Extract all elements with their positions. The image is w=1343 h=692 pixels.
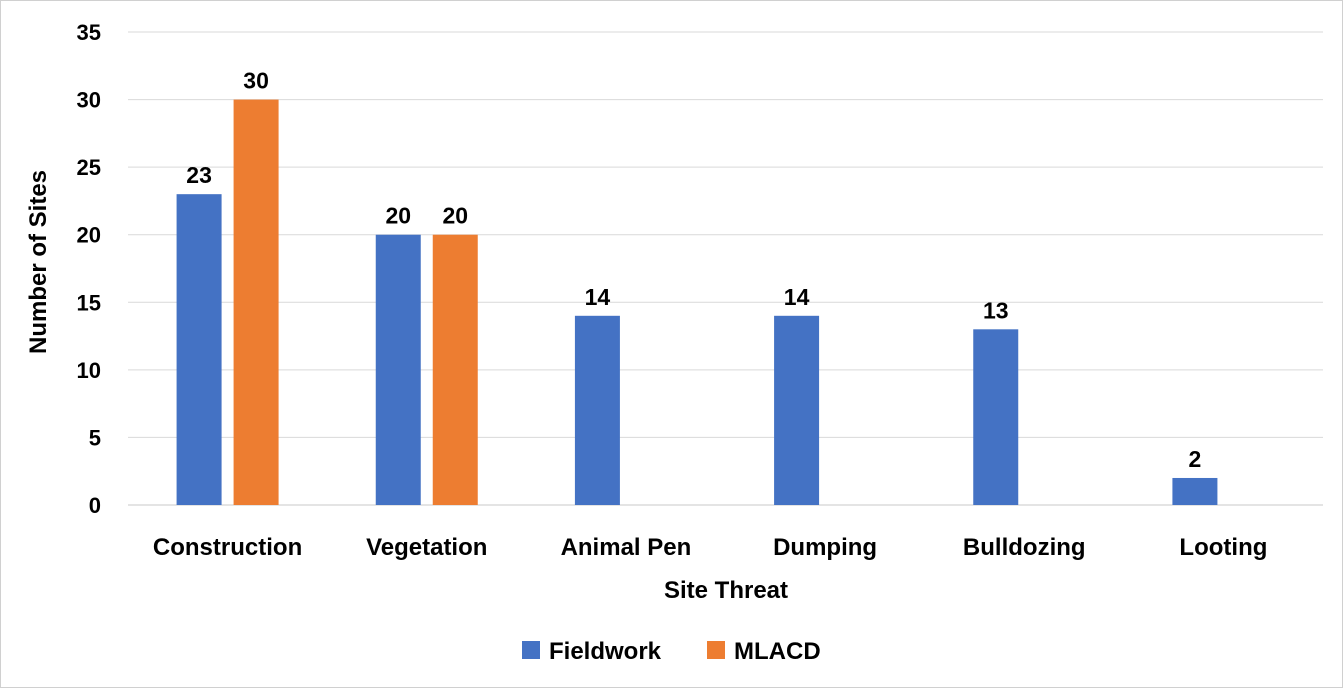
data-label: 20 <box>442 203 468 229</box>
y-tick-label: 0 <box>89 493 101 518</box>
x-axis-categories: Construction Vegetation Animal Pen Dumping B… <box>153 534 1267 561</box>
y-tick-label: 15 <box>77 290 101 315</box>
x-category-label: Looting <box>1179 534 1267 561</box>
bar-fieldwork <box>973 329 1019 505</box>
bar-mlacd <box>233 99 279 506</box>
data-label: 30 <box>243 68 269 94</box>
bar-fieldwork <box>375 234 421 505</box>
data-label: 20 <box>385 203 411 229</box>
x-category-label: Vegetation <box>366 534 487 561</box>
data-label: 23 <box>186 162 212 188</box>
legend: Fieldwork MLACD <box>522 638 821 665</box>
y-tick-label: 25 <box>77 155 101 180</box>
y-tick-label: 30 <box>77 88 101 113</box>
data-label: 14 <box>784 284 810 310</box>
y-tick-label: 20 <box>77 223 101 248</box>
data-label: 13 <box>983 297 1009 323</box>
legend-swatch-fieldwork <box>522 641 540 659</box>
x-category-label: Bulldozing <box>963 534 1086 561</box>
data-label: 2 <box>1189 446 1202 472</box>
y-axis-title: Number of Sites <box>25 170 52 354</box>
gridlines <box>128 31 1323 506</box>
bar-mlacd <box>432 234 478 505</box>
bar-fieldwork <box>774 315 820 505</box>
y-axis-ticks: 0 5 10 15 20 25 30 35 <box>77 20 101 518</box>
y-tick-label: 35 <box>77 20 101 45</box>
x-axis-title: Site Threat <box>664 577 788 604</box>
bar-fieldwork <box>1172 477 1218 505</box>
bars <box>176 99 1218 506</box>
y-tick-label: 5 <box>89 425 101 450</box>
x-category-label: Dumping <box>773 534 877 561</box>
bar-fieldwork <box>574 315 620 505</box>
data-labels: 23 30 20 20 14 14 13 2 <box>186 68 1201 472</box>
legend-swatch-mlacd <box>707 641 725 659</box>
y-tick-label: 10 <box>77 358 101 383</box>
x-category-label: Animal Pen <box>561 534 692 561</box>
legend-label-fieldwork: Fieldwork <box>549 638 662 665</box>
data-label: 14 <box>585 284 611 310</box>
x-category-label: Construction <box>153 534 302 561</box>
bar-fieldwork <box>176 194 222 505</box>
legend-label-mlacd: MLACD <box>734 638 821 665</box>
